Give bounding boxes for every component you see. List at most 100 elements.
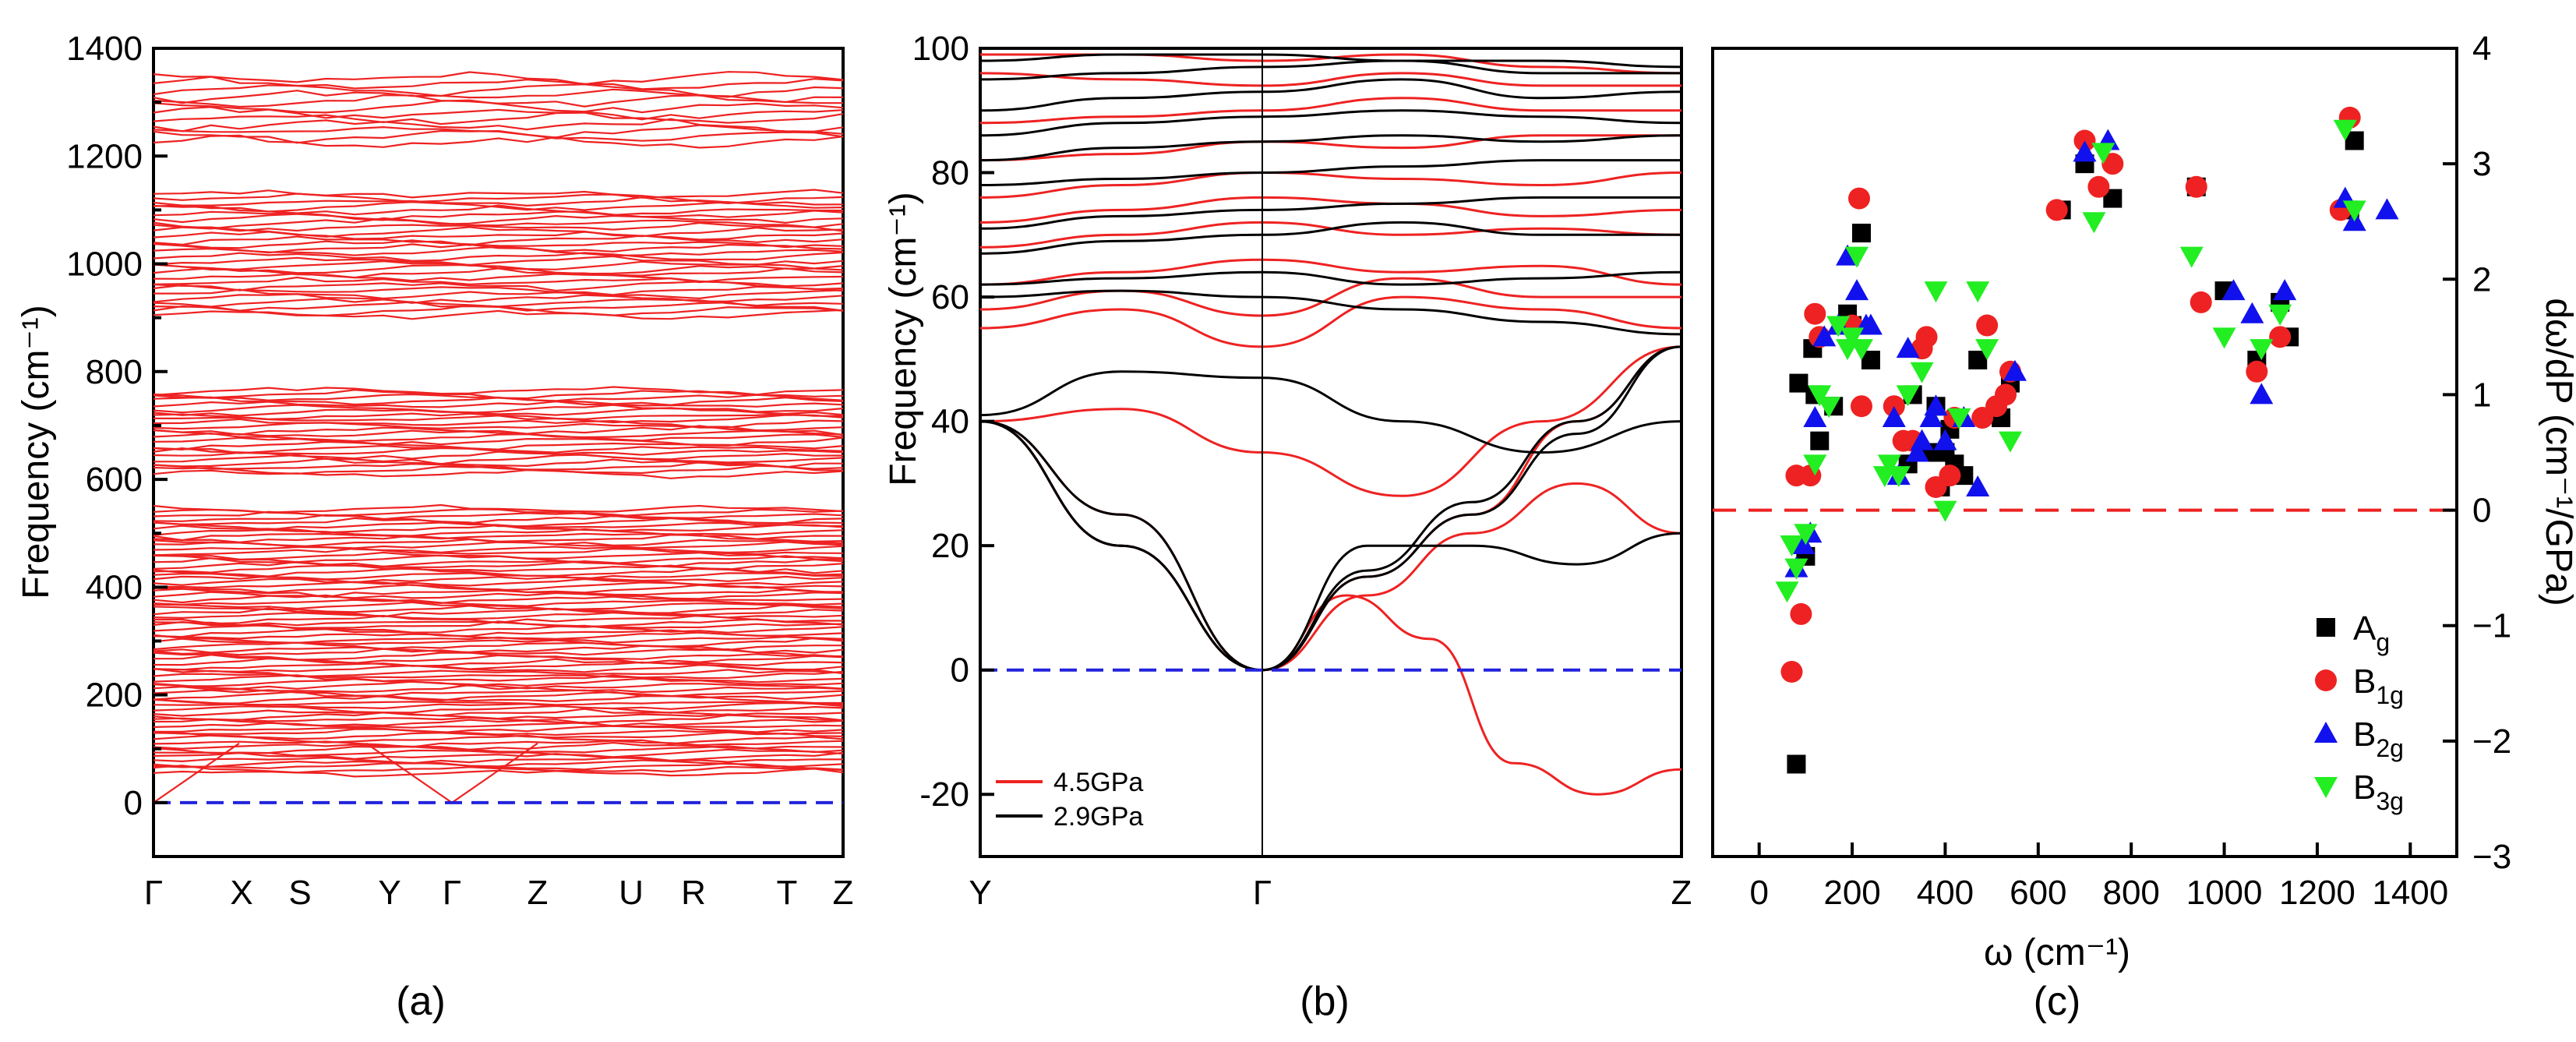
panel-b-legend: 4.5GPa 2.9GPa bbox=[996, 768, 1143, 832]
data-point-b3g bbox=[1817, 397, 1841, 419]
band-line-g0 bbox=[153, 765, 844, 774]
data-point-b2g bbox=[1966, 475, 1990, 496]
band-line-g0 bbox=[153, 607, 844, 618]
panel-b-y-axis-title: Frequency (cm⁻¹) bbox=[883, 192, 924, 486]
acoustic-branch bbox=[451, 742, 538, 804]
legend-label: B1g bbox=[2353, 662, 2404, 709]
dispersion-line-black bbox=[979, 134, 1682, 162]
data-point-b1g bbox=[1804, 302, 1826, 325]
band-line-g0 bbox=[153, 691, 844, 702]
y-tick-label: −2 bbox=[2472, 722, 2511, 761]
x-tick-label: U bbox=[619, 874, 644, 912]
legend-label: Ag bbox=[2353, 609, 2390, 656]
y-tick-label: 1 bbox=[2472, 376, 2491, 414]
x-tick-label: Y bbox=[378, 874, 401, 912]
band-line-g2 bbox=[153, 210, 844, 221]
dispersion-line-red bbox=[979, 277, 1681, 317]
band-line-g2 bbox=[153, 226, 844, 238]
data-point-b3g bbox=[1910, 362, 1934, 383]
y-tick-label: 1400 bbox=[66, 30, 143, 68]
x-tick-label: Γ bbox=[144, 874, 163, 912]
data-point-b2g bbox=[2250, 383, 2274, 404]
band-line-g0 bbox=[153, 757, 844, 765]
band-line-g3 bbox=[153, 71, 844, 86]
data-point-b1g bbox=[1790, 602, 1812, 625]
y-tick-label: 800 bbox=[86, 353, 143, 391]
data-point-b3g bbox=[1826, 316, 1851, 337]
data-point-b3g bbox=[1775, 581, 1799, 603]
data-point-b1g bbox=[1848, 187, 1871, 210]
data-point-b2g bbox=[1812, 325, 1837, 347]
band-line-g0 bbox=[153, 740, 844, 748]
band-line-g0 bbox=[153, 721, 844, 729]
band-line-g0 bbox=[153, 599, 844, 607]
panel-b-label: (b) bbox=[1300, 979, 1350, 1024]
legend-marker bbox=[2315, 669, 2337, 691]
band-line-g0 bbox=[153, 612, 844, 620]
x-tick-label: T bbox=[777, 874, 798, 912]
data-point-b2g bbox=[1845, 279, 1869, 301]
data-point-b1g bbox=[2087, 175, 2110, 198]
band-line-g2 bbox=[153, 284, 844, 296]
y-tick-label: 1000 bbox=[66, 245, 143, 284]
x-tick-label: S bbox=[288, 874, 311, 912]
y-tick-label: −3 bbox=[2472, 838, 2511, 876]
dispersion-line-red bbox=[979, 295, 1682, 348]
data-point-ag bbox=[1810, 431, 1830, 450]
band-line-g0 bbox=[153, 694, 843, 705]
y-tick-label: 60 bbox=[931, 278, 969, 316]
band-line-g1 bbox=[153, 418, 844, 429]
band-line-g2 bbox=[153, 217, 844, 230]
data-point-b3g bbox=[1780, 535, 1804, 557]
band-line-g2 bbox=[153, 235, 844, 246]
dispersion-line-red bbox=[979, 345, 1682, 497]
x-tick-label: 1000 bbox=[2186, 874, 2263, 912]
data-point-b2g bbox=[2221, 279, 2246, 301]
data-point-b3g bbox=[2250, 339, 2274, 361]
band-line-g1 bbox=[153, 425, 844, 436]
band-line-g0 bbox=[153, 623, 844, 634]
band-line-g0 bbox=[153, 534, 844, 544]
panel-c-x-axis-title: ω (cm⁻¹) bbox=[1984, 932, 2130, 973]
panel-a-band-lines bbox=[153, 71, 844, 804]
panel-c-legend: Ag B1g B2g B3g bbox=[2314, 609, 2404, 815]
band-line-g0 bbox=[153, 641, 843, 652]
band-line-g0 bbox=[153, 751, 844, 762]
legend-label: 4.5GPa bbox=[1053, 768, 1143, 797]
data-point-b2g bbox=[1919, 406, 1943, 428]
x-tick-label: Z bbox=[833, 874, 854, 912]
dispersion-line-red bbox=[979, 196, 1682, 224]
band-line-g2 bbox=[153, 272, 844, 284]
data-point-b1g bbox=[2246, 360, 2268, 383]
band-line-g0 bbox=[153, 521, 844, 531]
legend-marker bbox=[2317, 618, 2335, 637]
panel-a-y-axis-title: Frequency (cm⁻¹) bbox=[16, 305, 57, 599]
data-point-b3g bbox=[1808, 385, 1832, 407]
x-tick-label: 400 bbox=[1917, 874, 1974, 912]
band-line-g2 bbox=[153, 298, 844, 308]
data-point-b3g bbox=[1794, 524, 1818, 546]
panel-b-frame bbox=[979, 47, 1683, 858]
panel-a-label: (a) bbox=[396, 979, 446, 1024]
band-line-g0 bbox=[153, 734, 844, 745]
y-tick-label: -20 bbox=[919, 775, 969, 814]
x-tick-label: Y bbox=[969, 874, 991, 912]
y-tick-label: 0 bbox=[2472, 492, 2491, 530]
data-point-ag bbox=[1787, 754, 1806, 774]
legend-marker bbox=[2314, 777, 2338, 798]
band-line-g0 bbox=[153, 578, 844, 587]
dispersion-line-black bbox=[979, 221, 1681, 255]
data-point-b2g bbox=[2073, 140, 2097, 162]
band-line-g0 bbox=[153, 683, 844, 694]
band-line-g2 bbox=[153, 221, 844, 232]
band-line-g0 bbox=[153, 514, 844, 525]
panel-c-label: (c) bbox=[2034, 979, 2081, 1024]
band-line-g0 bbox=[153, 652, 844, 661]
band-line-g1 bbox=[153, 469, 844, 479]
band-line-g2 bbox=[153, 239, 844, 249]
dispersion-line-black bbox=[979, 53, 1682, 69]
data-point-b2g bbox=[1803, 406, 1827, 428]
